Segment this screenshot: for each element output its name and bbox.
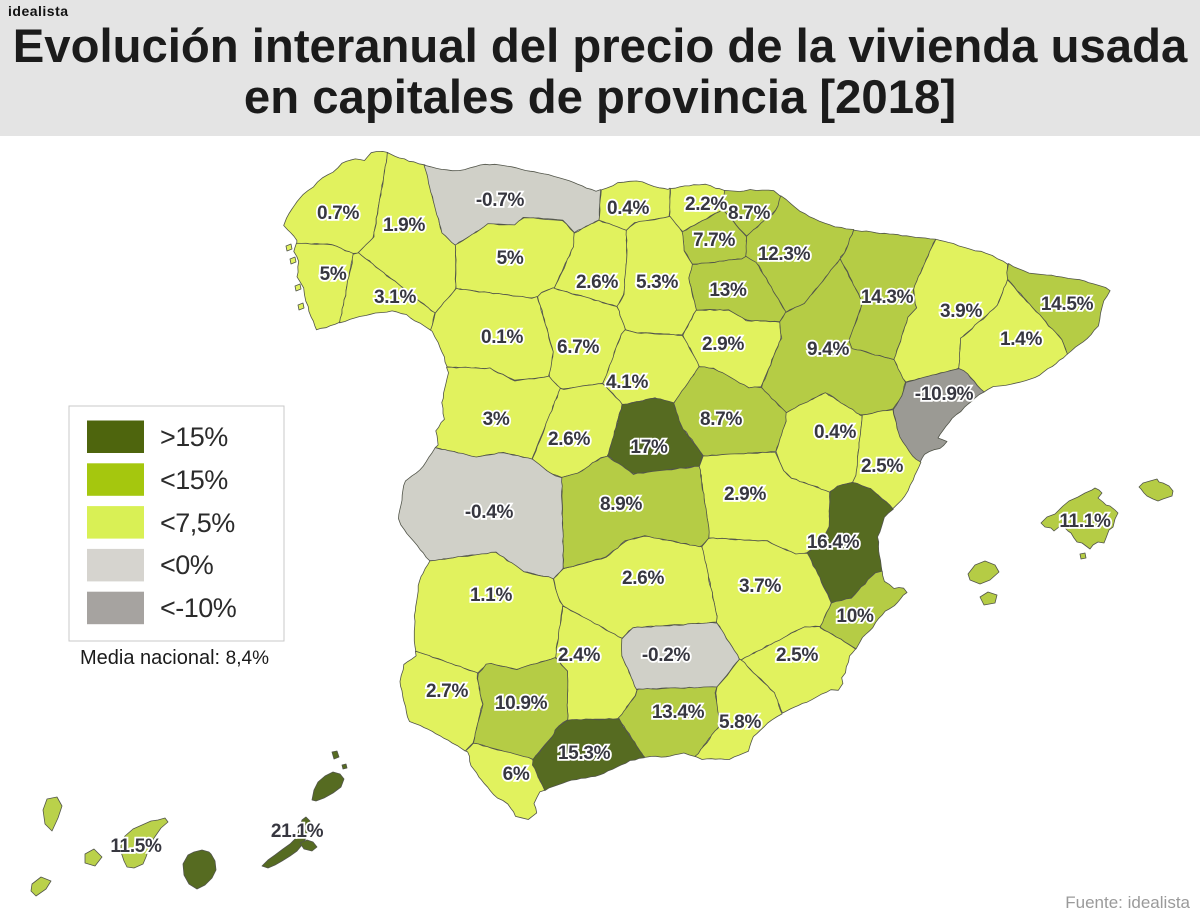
svg-text:15.3%: 15.3%	[558, 743, 611, 764]
svg-text:8.7%: 8.7%	[700, 409, 743, 430]
svg-text:16.4%: 16.4%	[807, 532, 860, 553]
svg-text:2.9%: 2.9%	[724, 484, 767, 505]
svg-text:<7,5%: <7,5%	[160, 508, 235, 538]
svg-text:0.7%: 0.7%	[317, 203, 360, 224]
svg-text:5%: 5%	[497, 248, 524, 269]
svg-text:Media nacional: 8,4%: Media nacional: 8,4%	[80, 647, 269, 669]
svg-text:10.9%: 10.9%	[495, 693, 548, 714]
svg-text:14.5%: 14.5%	[1041, 294, 1094, 315]
svg-text:6%: 6%	[503, 764, 530, 785]
svg-text:21.1%: 21.1%	[271, 821, 324, 842]
svg-text:17%: 17%	[630, 437, 668, 458]
svg-text:1.9%: 1.9%	[383, 215, 426, 236]
svg-text:3.1%: 3.1%	[374, 287, 417, 308]
svg-text:6.7%: 6.7%	[557, 337, 600, 358]
svg-text:2.4%: 2.4%	[558, 645, 601, 666]
svg-text:10%: 10%	[836, 606, 874, 627]
svg-text:-10.9%: -10.9%	[915, 384, 974, 405]
svg-text:1.4%: 1.4%	[1000, 329, 1043, 350]
svg-text:2.6%: 2.6%	[548, 429, 591, 450]
svg-text:5%: 5%	[320, 264, 347, 285]
svg-text:2.9%: 2.9%	[702, 334, 745, 355]
svg-text:7.7%: 7.7%	[693, 230, 736, 251]
svg-text:2.6%: 2.6%	[622, 568, 665, 589]
svg-text:3.7%: 3.7%	[739, 576, 782, 597]
svg-text:13%: 13%	[709, 280, 747, 301]
svg-text:2.6%: 2.6%	[576, 272, 619, 293]
svg-text:<15%: <15%	[160, 465, 228, 495]
svg-text:2.2%: 2.2%	[685, 194, 728, 215]
svg-text:<-10%: <-10%	[160, 593, 237, 623]
svg-text:13.4%: 13.4%	[652, 702, 705, 723]
svg-text:14.3%: 14.3%	[861, 287, 914, 308]
svg-text:12.3%: 12.3%	[758, 244, 811, 265]
svg-text:<0%: <0%	[160, 550, 214, 580]
svg-text:1.1%: 1.1%	[470, 585, 513, 606]
svg-text:-0.4%: -0.4%	[465, 502, 514, 523]
svg-text:5.8%: 5.8%	[719, 712, 762, 733]
svg-text:2.7%: 2.7%	[426, 681, 469, 702]
svg-text:0.4%: 0.4%	[607, 198, 650, 219]
svg-text:11.1%: 11.1%	[1059, 511, 1111, 532]
svg-text:2.5%: 2.5%	[776, 645, 819, 666]
svg-text:11.5%: 11.5%	[110, 836, 162, 857]
svg-text:0.1%: 0.1%	[481, 327, 524, 348]
svg-text:3.9%: 3.9%	[940, 301, 983, 322]
svg-text:>15%: >15%	[160, 422, 228, 452]
svg-text:-0.2%: -0.2%	[642, 645, 691, 666]
svg-text:9.4%: 9.4%	[807, 339, 850, 360]
svg-text:4.1%: 4.1%	[606, 372, 649, 393]
svg-text:5.3%: 5.3%	[636, 272, 679, 293]
svg-text:3%: 3%	[483, 409, 510, 430]
svg-text:-0.7%: -0.7%	[476, 190, 525, 211]
svg-text:0.4%: 0.4%	[814, 422, 857, 443]
svg-text:2.5%: 2.5%	[861, 456, 904, 477]
svg-text:8.7%: 8.7%	[728, 203, 771, 224]
svg-text:8.9%: 8.9%	[600, 494, 643, 515]
